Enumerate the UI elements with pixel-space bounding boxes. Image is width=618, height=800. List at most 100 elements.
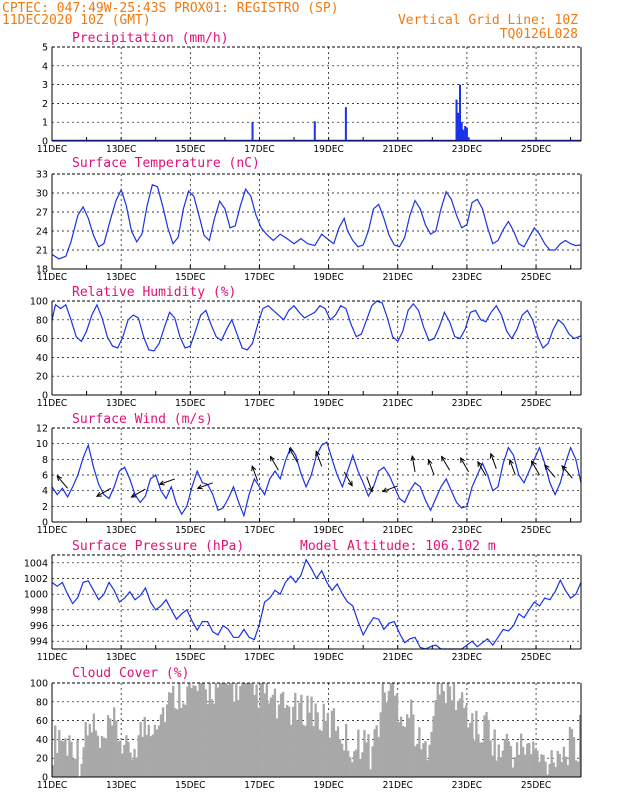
cloud-bar [84, 722, 87, 777]
rh-xtick-label: 15DEC [175, 398, 205, 409]
cloud-bar [355, 749, 358, 777]
cloud-bar [572, 737, 576, 777]
cloud-bar [174, 708, 177, 777]
cloud-bar [475, 710, 478, 777]
cloud-bar [420, 749, 423, 777]
wind-ytick-label: 8 [42, 455, 48, 466]
cloud-bar [106, 715, 110, 777]
wind-arrow-head [489, 452, 495, 459]
wind-arrow-head [381, 487, 388, 493]
cloud-bar [511, 767, 515, 777]
cloud-bar [564, 756, 568, 777]
cloud-bar [271, 694, 275, 777]
wind-arrow-head [95, 491, 102, 497]
wind-arrow-head [130, 492, 137, 498]
cloud-bar [60, 740, 63, 777]
wind-arrow [561, 465, 573, 479]
cloud-bar [373, 729, 376, 777]
cloud-bar [281, 691, 285, 777]
cloud-bar [471, 713, 474, 777]
temp-xtick-label: 23DEC [452, 272, 482, 283]
cloud-bar [401, 726, 405, 777]
cloud-bar [186, 686, 189, 777]
wind-arrow [441, 456, 451, 471]
temp-ytick-label: 30 [36, 189, 48, 200]
cloud-bar [481, 742, 484, 777]
cloud-bar [349, 757, 352, 777]
cloud-bar [450, 700, 454, 777]
cloud-bar [94, 730, 98, 777]
press-xtick-label: 13DEC [106, 652, 136, 663]
cloud-bar [515, 742, 519, 777]
cloud-bar [302, 724, 305, 777]
cloud-bar [375, 725, 378, 777]
cloud-bar [540, 754, 543, 777]
cloud-ytick-label: 0 [42, 773, 48, 784]
cloud-bar [135, 757, 138, 777]
wind-arrow [509, 459, 516, 476]
cloud-bar [129, 752, 132, 777]
precip-bar [251, 122, 254, 141]
cloud-bar [369, 769, 372, 777]
cloud-bar [176, 709, 179, 777]
wind-xtick-label: 13DEC [106, 525, 136, 536]
press-xtick-label: 23DEC [452, 652, 482, 663]
cloud-bar [320, 730, 323, 777]
cloud-bar [546, 774, 549, 777]
cloud-bar [137, 735, 140, 777]
cloud-xtick-label: 13DEC [106, 780, 136, 791]
cloud-bar [524, 754, 527, 777]
cloud-bar [326, 712, 330, 777]
cloud-bar [318, 729, 321, 777]
wind-arrow [490, 453, 497, 469]
cloud-xtick-label: 17DEC [244, 780, 274, 791]
cloud-bar [104, 738, 108, 777]
cloud-bar [456, 700, 460, 777]
cloud-bar [210, 699, 214, 777]
cloud-bar [58, 730, 61, 777]
cloud-bar [505, 733, 509, 777]
precip-xtick-label: 13DEC [106, 144, 136, 155]
wind-ytick-label: 4 [42, 486, 48, 497]
cloud-bar [121, 753, 124, 777]
precip-ytick-label: 2 [42, 99, 48, 110]
cloud-bar [290, 724, 293, 777]
cloud-bar [188, 683, 191, 777]
cloud-bar [359, 758, 362, 777]
wind-xtick-label: 25DEC [521, 525, 551, 536]
wind-arrow [270, 456, 279, 471]
precip-xtick-label: 11DEC [37, 144, 67, 155]
temp-ytick-label: 33 [36, 170, 48, 181]
press-ytick-label: 996 [30, 621, 48, 632]
cloud-bar [460, 692, 464, 777]
cloud-bar [251, 683, 254, 777]
rh-ytick-label: 40 [36, 353, 48, 364]
wind-arrow-head [288, 447, 294, 454]
wind-arrow-head [477, 460, 483, 467]
cloud-bar [178, 683, 181, 777]
cloud-bar [194, 686, 197, 777]
cloud-xtick-label: 11DEC [37, 780, 67, 791]
cloud-bar [418, 727, 421, 777]
cloud-bar [76, 740, 79, 777]
cloud-bar [161, 707, 165, 777]
cloud-bar [550, 750, 553, 777]
wind-arrow [531, 460, 540, 476]
title-humidity: Relative Humidity (%) [72, 285, 236, 300]
cloud-bar [430, 731, 433, 777]
cloud-bar [100, 735, 104, 777]
cloud-bar [479, 742, 482, 777]
wind-xtick-label: 15DEC [175, 525, 205, 536]
cloud-bar [235, 683, 238, 777]
precip-xtick-label: 17DEC [244, 144, 274, 155]
cloud-bar [574, 760, 578, 777]
temp-ytick-label: 24 [36, 227, 48, 238]
cloud-bar [108, 718, 112, 777]
cloud-bar [367, 734, 370, 777]
wind-xtick-label: 21DEC [383, 525, 413, 536]
cloud-bar [157, 725, 161, 777]
temp-ytick-label: 21 [36, 246, 48, 257]
cloud-bar [247, 683, 250, 777]
cloud-bar [119, 740, 122, 777]
cloud-bar [74, 758, 77, 777]
